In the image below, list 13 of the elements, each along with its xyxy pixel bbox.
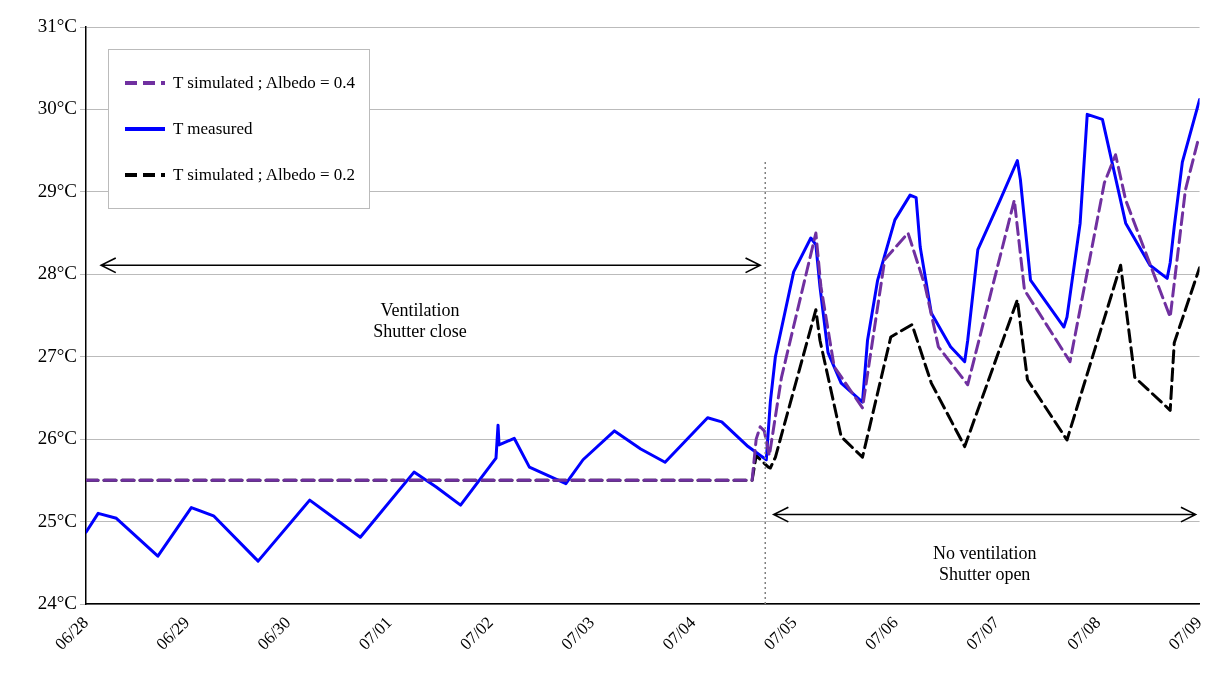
y-tick-label: 28°C bbox=[37, 262, 77, 284]
legend-label: T simulated ; Albedo = 0.2 bbox=[173, 165, 356, 185]
y-tick-label: 27°C bbox=[37, 344, 77, 366]
annotation: No ventilation Shutter open bbox=[932, 542, 1037, 585]
legend-label: T measured bbox=[173, 119, 253, 139]
y-tick-label: 29°C bbox=[37, 179, 77, 201]
y-tick-label: 24°C bbox=[37, 591, 77, 613]
y-tick-label: 26°C bbox=[37, 427, 77, 449]
legend-label: T simulated ; Albedo = 0.4 bbox=[173, 73, 356, 93]
y-tick-label: 31°C bbox=[37, 14, 77, 36]
annotation: Ventilation Shutter close bbox=[373, 300, 467, 343]
y-tick-label: 30°C bbox=[37, 97, 77, 119]
y-tick-label: 25°C bbox=[37, 509, 77, 531]
